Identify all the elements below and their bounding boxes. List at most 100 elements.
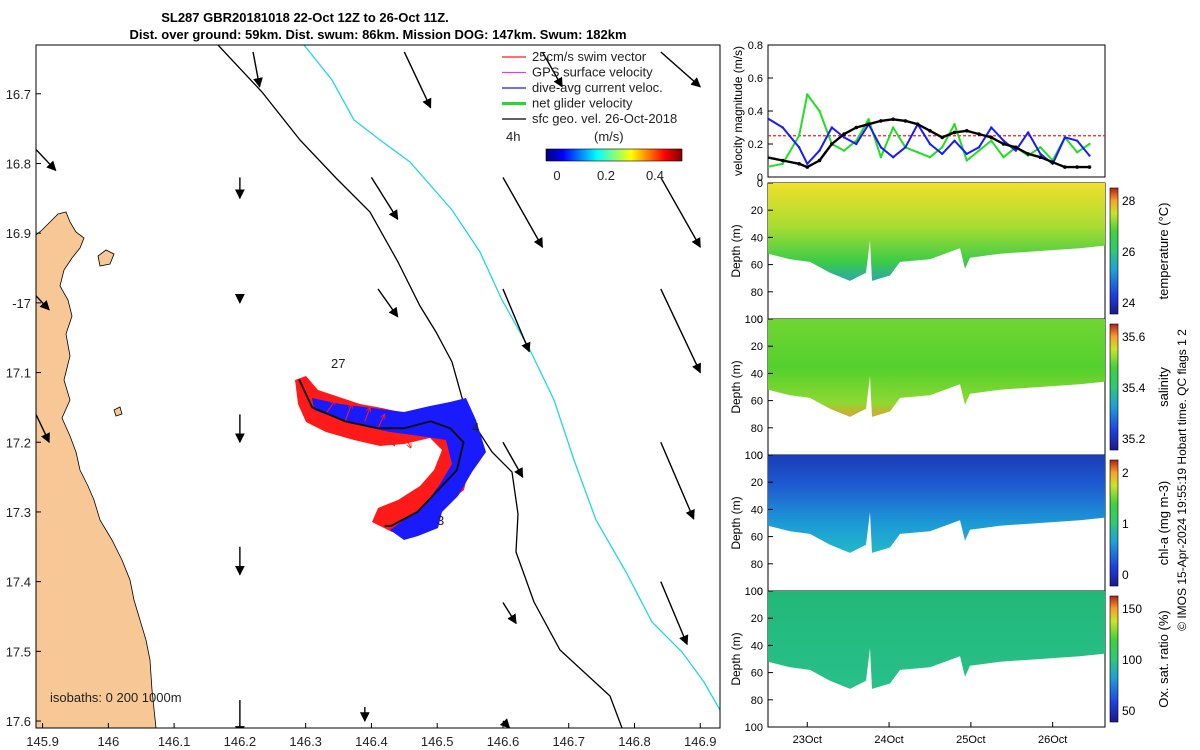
velocity-point [1039,152,1042,156]
geo-velocity-arrow [403,51,432,109]
map-y-tick-label: 17.5 [6,644,31,659]
colorbar-tick-label: 28 [1122,194,1136,208]
depth-tick-label: 80 [751,559,763,571]
map-x-tick-label: 146.2 [224,734,257,749]
velocity-point [904,146,907,149]
geo-velocity-arrow [502,177,544,248]
date-tick-label: 25Oct [956,734,985,746]
map-y-tick-label: 17.3 [6,505,31,520]
velocity-point [941,152,944,156]
geo-velocity-arrow [370,177,399,221]
colorbar-tick: 0 [553,168,560,183]
depth-tick-label: 0 [757,178,763,190]
swim-vector-arrow [403,435,411,448]
velocity-point [879,146,883,149]
map-axes-frame [35,44,721,729]
velocity-point [817,158,822,163]
date-tick-label: 24Oct [874,734,903,746]
velocity-point [1063,165,1067,169]
date-tick-label: 26Oct [1038,734,1067,746]
velocity-point [1039,146,1042,149]
velocity-point [953,139,956,142]
coastline-land [36,211,157,728]
velocity-point [806,93,809,96]
profile-ylabel: Depth (m) [729,632,743,685]
velocity-point [1088,154,1091,157]
velocity-point [891,156,895,159]
velocity-point [830,126,834,129]
geo-velocity-arrow [660,288,701,374]
geo-velocity-arrow [502,441,524,478]
velocity-point [879,119,883,123]
date-tick-label: 23Oct [793,734,822,746]
velocity-point [1014,149,1018,152]
geo-velocity-arrow [36,149,57,172]
profile-ylabel: Depth (m) [729,360,743,413]
velocity-colorbar [545,148,683,162]
depth-tick-label: 100 [745,722,763,734]
depth-tick-label: 40 [751,232,763,244]
legend-label: net glider velocity [532,96,633,111]
legend-label: GPS surface velocity [532,65,653,80]
geo-velocity-arrow [660,441,695,520]
profile-colorbar [1109,459,1119,587]
map-x-tick-label: 146.1 [158,734,191,749]
geo-velocity-arrow [36,295,50,311]
geostrophic-velocity-arrows [36,51,702,728]
depth-tick-label: 0 [757,450,763,462]
map-y-tick-label: 16.8 [6,156,31,171]
isobath-label: isobaths: 0 200 1000m [50,690,182,705]
colorbar-tick-label: 35.6 [1122,330,1146,344]
velocity-point [781,162,784,165]
geo-velocity-arrow [252,51,263,88]
day-label: 27 [331,356,345,371]
velocity-point [928,156,932,159]
map-y-tick-label: 16.9 [6,226,31,241]
map-x-tick-label: 146.4 [355,734,388,749]
map-y-tick-label: 16.7 [6,87,31,102]
swim-vector-band [295,376,472,532]
depth-tick-label: 80 [751,287,763,299]
colorbar-tick-label: 2 [1122,466,1129,480]
velocity-point [965,159,968,162]
map-x-tick-label: 146.6 [487,734,520,749]
geo-velocity-arrow [502,602,517,625]
velocity-point [818,109,821,113]
velocity-point [1038,155,1043,159]
profile-colorbar [1109,323,1119,451]
title-line-1: SL287 GBR20181018 22-Oct 12Z to 26-Oct 1… [161,10,449,25]
colorbar-tick-label: 26 [1122,245,1136,259]
profile-heatmap [768,183,1105,281]
colorbar-tick: 0.2 [597,168,615,183]
velocity-point [990,139,993,142]
depth-tick-label: 80 [751,423,763,435]
velocity-point [989,135,994,140]
geo-velocity-arrow [499,718,511,728]
swim-vector-arrow [377,414,385,429]
velocity-point [1050,160,1055,164]
velocity-point [1075,165,1079,169]
profile-clabel: Ox. sat. ratio (%) [1156,610,1171,708]
profile-clabel: salinity [1156,367,1171,407]
depth-tick-label: 60 [751,532,763,544]
geo-velocity-arrow [660,177,701,248]
side-note: © IMOS 15-Apr-2024 19:55:19 Hobart time.… [1175,329,1189,631]
velocity-point [940,135,945,140]
velocity-point [977,149,981,152]
velocity-point [765,116,767,118]
velocity-point [1075,139,1079,142]
map-y-tick-label: 17.2 [6,435,31,450]
profile-ylabel: Depth (m) [729,224,743,277]
legend-label: sfc geo. vel. 26-Oct-2018 [532,111,677,126]
velocity-point [866,122,871,126]
depth-tick-label: 80 [751,695,763,707]
geo-velocity-arrow [541,51,563,88]
velocity-point [941,146,944,149]
depth-tick-label: 100 [745,586,763,598]
velocity-point [797,146,801,149]
velocity-point [1087,165,1092,169]
depth-tick-label: 40 [751,640,763,652]
isobath-1000m [303,45,720,711]
geo-velocity-arrow [502,288,531,353]
